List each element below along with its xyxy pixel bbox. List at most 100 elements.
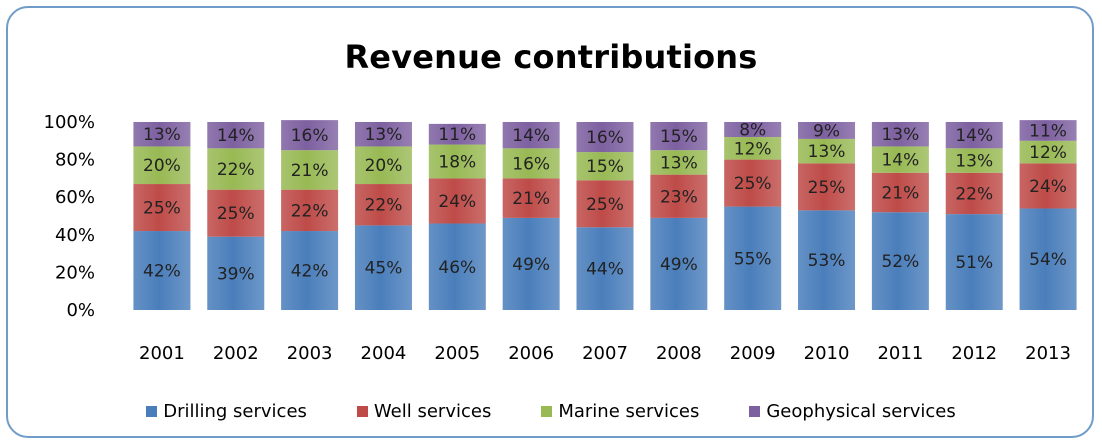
x-tick-label: 2011 — [877, 343, 923, 364]
legend-label: Geophysical services — [766, 401, 956, 422]
bar-segment-well-services — [798, 163, 856, 211]
x-tick-label: 2008 — [656, 343, 702, 364]
bar-segment-geophysical-services — [650, 122, 708, 151]
bar-segment-well-services — [281, 189, 339, 232]
data-label: 25% — [217, 204, 255, 224]
y-tick-label: 20% — [55, 262, 95, 283]
y-tick-label: 60% — [55, 187, 95, 208]
data-label: 13% — [660, 153, 698, 173]
bar-segment-drilling-services — [724, 206, 782, 310]
data-label: 51% — [955, 253, 993, 273]
bar-segment-geophysical-services — [207, 122, 265, 149]
data-label: 13% — [365, 125, 403, 145]
bar-segment-geophysical-services — [798, 122, 856, 139]
bar-segment-geophysical-services — [354, 122, 412, 147]
data-label: 25% — [143, 199, 181, 219]
data-label: 14% — [881, 151, 919, 171]
bar-segment-drilling-services — [871, 212, 929, 310]
legend-item: Marine services — [541, 401, 699, 422]
bar-segment-geophysical-services — [945, 122, 1003, 149]
data-label: 14% — [955, 126, 993, 146]
data-label: 54% — [1029, 250, 1067, 270]
legend-item: Geophysical services — [749, 401, 956, 422]
data-label: 9% — [813, 121, 840, 141]
bar-segment-marine-services — [428, 144, 486, 179]
bar-segment-drilling-services — [133, 231, 191, 310]
y-tick-label: 80% — [55, 150, 95, 171]
data-label: 52% — [881, 252, 919, 272]
x-tick-label: 2010 — [804, 343, 850, 364]
bar-segment-marine-services — [354, 146, 412, 185]
data-label: 15% — [660, 127, 698, 147]
bar-segment-well-services — [133, 184, 191, 232]
legend-label: Well services — [373, 401, 492, 422]
x-tick-label: 2001 — [139, 343, 185, 364]
data-label: 45% — [365, 259, 403, 279]
bar-segment-marine-services — [281, 150, 339, 190]
x-tick-label: 2007 — [582, 343, 628, 364]
x-tick-label: 2012 — [951, 343, 997, 364]
legend-swatch — [146, 406, 158, 417]
data-label: 12% — [734, 139, 772, 159]
data-label: 42% — [291, 262, 329, 282]
data-label: 46% — [438, 258, 476, 278]
bar-segment-geophysical-services — [576, 122, 634, 153]
bar-segment-marine-services — [871, 146, 929, 173]
bar-segment-marine-services — [576, 152, 634, 181]
legend-swatch — [541, 406, 553, 417]
bar-segment-marine-services — [207, 148, 265, 190]
bar-segment-well-services — [354, 184, 412, 226]
data-label: 18% — [438, 152, 476, 172]
bar-segment-geophysical-services — [502, 122, 560, 149]
bar-segment-marine-services — [945, 148, 1003, 173]
y-tick-label: 100% — [44, 112, 95, 133]
bar-segment-drilling-services — [354, 225, 412, 310]
bar-segment-drilling-services — [945, 214, 1003, 310]
data-label: 13% — [881, 125, 919, 145]
bar-segment-marine-services — [502, 148, 560, 179]
legend-item: Well services — [356, 401, 492, 422]
x-tick-label: 2004 — [361, 343, 407, 364]
bar-segment-well-services — [207, 189, 265, 237]
data-label: 53% — [808, 251, 846, 271]
data-label: 23% — [660, 187, 698, 207]
data-label: 21% — [291, 161, 329, 181]
bar-segment-geophysical-services — [1019, 120, 1077, 141]
bar-segment-drilling-services — [576, 227, 634, 310]
data-label: 15% — [586, 157, 624, 177]
bar-segment-well-services — [650, 174, 708, 218]
data-label: 39% — [217, 264, 255, 284]
data-label: 16% — [512, 154, 550, 174]
bar-segment-marine-services — [1019, 140, 1077, 164]
bar-segment-drilling-services — [207, 236, 265, 310]
legend-item: Drilling services — [146, 401, 307, 422]
data-label: 20% — [365, 156, 403, 176]
x-tick-label: 2013 — [1025, 343, 1071, 364]
data-label: 55% — [734, 249, 772, 269]
bar-segment-drilling-services — [1019, 208, 1077, 310]
data-label: 25% — [586, 195, 624, 215]
chart-title: Revenue contributions — [344, 38, 758, 76]
bar-segment-drilling-services — [281, 231, 339, 310]
data-label: 14% — [217, 126, 255, 146]
data-label: 42% — [143, 262, 181, 282]
data-label: 13% — [143, 125, 181, 145]
x-tick-label: 2003 — [287, 343, 333, 364]
x-tick-label: 2009 — [730, 343, 776, 364]
data-label: 49% — [512, 255, 550, 275]
data-label: 14% — [512, 126, 550, 146]
data-label: 22% — [365, 196, 403, 216]
bar-segment-well-services — [871, 172, 929, 213]
data-label: 21% — [512, 189, 550, 209]
data-label: 25% — [734, 174, 772, 194]
data-label: 44% — [586, 260, 624, 280]
bar-segment-well-services — [945, 172, 1003, 215]
data-label: 13% — [955, 152, 993, 172]
bar-segment-drilling-services — [502, 217, 560, 310]
bar-segment-drilling-services — [428, 223, 486, 310]
bar-segment-drilling-services — [798, 210, 856, 310]
data-label: 16% — [291, 126, 329, 146]
data-label: 11% — [1029, 121, 1067, 141]
data-label: 49% — [660, 255, 698, 275]
